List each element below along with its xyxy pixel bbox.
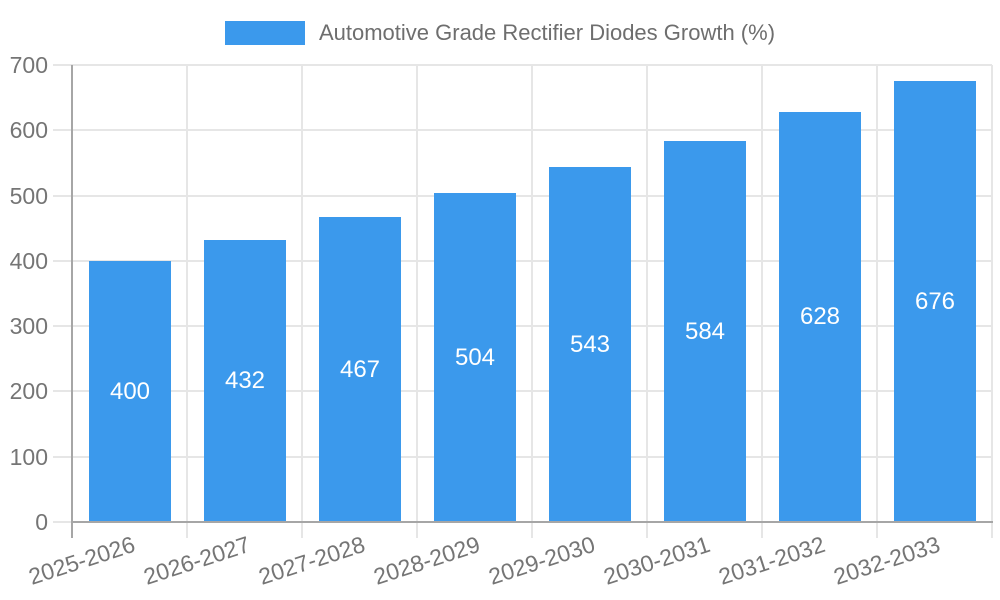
x-axis-tick-label: 2027-2028 bbox=[255, 531, 369, 590]
y-axis-tick-label: 500 bbox=[9, 183, 48, 209]
bar-value-label: 676 bbox=[914, 287, 956, 315]
x-axis-tick-label: 2026-2027 bbox=[140, 531, 254, 590]
x-axis-tick-label: 2025-2026 bbox=[25, 531, 139, 590]
y-axis-tick-label: 400 bbox=[9, 248, 48, 274]
bar-value-label: 400 bbox=[109, 377, 151, 405]
axis-tick bbox=[646, 522, 648, 538]
axis-tick bbox=[761, 522, 763, 538]
y-axis-tick-label: 0 bbox=[35, 509, 48, 535]
y-axis-tick-label: 600 bbox=[9, 117, 48, 143]
bar[interactable]: 628 bbox=[779, 112, 861, 522]
gridline bbox=[761, 65, 763, 522]
axis-tick bbox=[876, 522, 878, 538]
y-axis-tick-label: 200 bbox=[9, 378, 48, 404]
bar-value-label: 504 bbox=[454, 343, 496, 371]
gridline bbox=[646, 65, 648, 522]
axis-tick bbox=[416, 522, 418, 538]
y-axis-line bbox=[71, 65, 73, 538]
bar[interactable]: 584 bbox=[664, 141, 746, 522]
x-axis-line bbox=[71, 521, 993, 523]
gridline bbox=[416, 65, 418, 522]
bar-value-label: 543 bbox=[569, 330, 611, 358]
x-axis-tick-label: 2031-2032 bbox=[715, 531, 829, 590]
bar[interactable]: 432 bbox=[204, 240, 286, 522]
bar-value-label: 584 bbox=[684, 317, 726, 345]
gridline bbox=[991, 65, 993, 522]
axis-tick bbox=[53, 325, 72, 327]
axis-tick bbox=[53, 195, 72, 197]
axis-tick bbox=[53, 64, 72, 66]
chart-legend[interactable]: Automotive Grade Rectifier Diodes Growth… bbox=[0, 20, 1000, 46]
bar[interactable]: 504 bbox=[434, 193, 516, 522]
axis-tick bbox=[186, 522, 188, 538]
axis-tick bbox=[53, 456, 72, 458]
bar-value-label: 467 bbox=[339, 355, 381, 383]
bar-value-label: 432 bbox=[224, 367, 266, 394]
axis-tick bbox=[53, 129, 72, 131]
axis-tick bbox=[53, 260, 72, 262]
gridline bbox=[301, 65, 303, 522]
y-axis-tick-label: 300 bbox=[9, 313, 48, 339]
bar[interactable]: 676 bbox=[894, 81, 976, 522]
x-axis-tick-label: 2030-2031 bbox=[600, 531, 714, 590]
legend-label: Automotive Grade Rectifier Diodes Growth… bbox=[318, 20, 776, 45]
gridline bbox=[186, 65, 188, 522]
bar-value-label: 628 bbox=[799, 303, 841, 330]
bar[interactable]: 543 bbox=[549, 167, 631, 522]
x-axis-tick-label: 2028-2029 bbox=[370, 531, 484, 590]
x-axis-tick-label: 2029-2030 bbox=[485, 531, 599, 590]
axis-tick bbox=[301, 522, 303, 538]
legend-swatch-icon bbox=[224, 21, 305, 45]
axis-tick bbox=[53, 521, 72, 523]
gridline bbox=[531, 65, 533, 522]
y-axis-tick-label: 100 bbox=[9, 444, 48, 470]
bar[interactable]: 467 bbox=[319, 217, 401, 522]
bar[interactable]: 400 bbox=[89, 261, 171, 522]
gridline bbox=[876, 65, 878, 522]
axis-tick bbox=[531, 522, 533, 538]
axis-tick bbox=[991, 522, 993, 538]
axis-tick bbox=[53, 390, 72, 392]
y-axis-tick-label: 700 bbox=[9, 52, 48, 78]
x-axis-tick-label: 2032-2033 bbox=[830, 531, 944, 590]
